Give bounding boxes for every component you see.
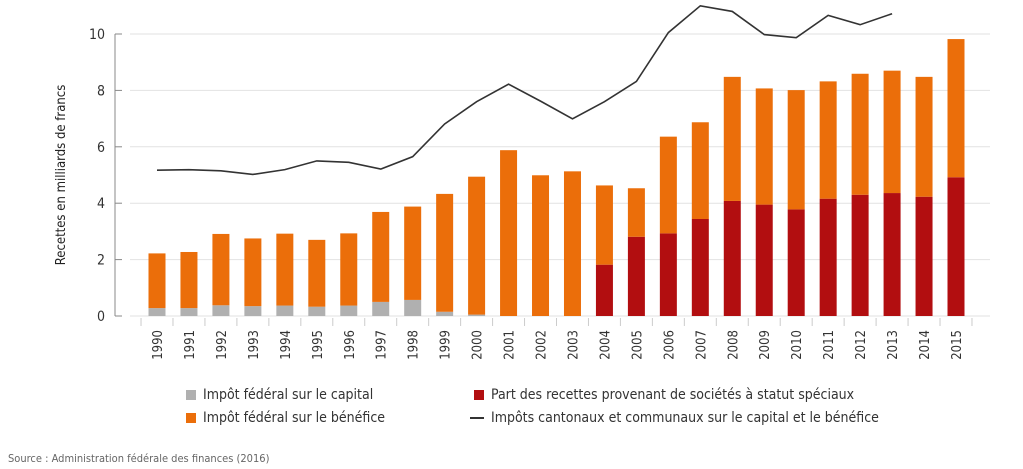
bar-segment <box>148 308 166 316</box>
x-tick-label: 2010 <box>790 330 805 360</box>
x-tick-label: 2003 <box>566 330 581 360</box>
bar-segment <box>180 308 198 316</box>
x-tick-label: 2006 <box>662 330 677 360</box>
x-tick-label: 1990 <box>151 330 166 360</box>
x-tick-label: 1997 <box>375 330 390 360</box>
bar-segment <box>404 299 422 316</box>
x-tick-label: 2004 <box>598 330 613 360</box>
x-tick-label: 1996 <box>343 330 358 360</box>
bar-segment <box>436 193 454 312</box>
legend-item-capital: Impôt fédéral sur le capital <box>186 387 373 403</box>
legend-label: Impôts cantonaux et communaux sur le cap… <box>491 410 879 426</box>
y-axis-label: Recettes en milliards de francs <box>54 85 69 266</box>
x-tick-label: 2011 <box>822 330 837 360</box>
bar-segment <box>500 150 518 316</box>
bar-segment <box>180 251 198 309</box>
y-tick-label: 0 <box>97 309 105 325</box>
bar-segment <box>532 175 550 316</box>
legend-label: Impôt fédéral sur le bénéfice <box>203 410 386 426</box>
legend-label: Part des recettes provenant de sociétés … <box>491 387 855 403</box>
x-tick-label: 2013 <box>886 330 901 360</box>
x-tick-label: 1995 <box>311 330 326 360</box>
bar-segment <box>563 171 581 316</box>
legend-item-special: Part des recettes provenant de sociétés … <box>474 387 854 403</box>
bar-segment <box>308 306 326 316</box>
x-tick-label: 2009 <box>758 330 773 360</box>
cantonal-line <box>156 4 893 176</box>
bar-segment <box>372 211 390 302</box>
bar-segment <box>723 200 741 316</box>
bar-segment <box>276 233 294 306</box>
x-tick-label: 2002 <box>535 330 550 360</box>
x-tick-label: 1994 <box>279 330 294 360</box>
y-tick-label: 6 <box>97 140 105 156</box>
bar-segment <box>308 239 326 307</box>
bar-segment <box>627 236 645 316</box>
bar-segment <box>691 122 709 219</box>
bar-segment <box>787 209 805 316</box>
x-tick-label: 2012 <box>854 330 869 360</box>
legend-label: Impôt fédéral sur le capital <box>203 387 374 403</box>
bar-segment <box>851 73 869 195</box>
bar-segment <box>787 90 805 210</box>
bar-segment <box>723 76 741 201</box>
bar-segment <box>244 306 262 316</box>
x-tick-label: 2015 <box>950 330 965 360</box>
legend-swatch-orange <box>186 413 196 423</box>
y-tick-label: 8 <box>97 83 105 99</box>
bar-segment <box>819 81 837 199</box>
bar-segment <box>755 88 773 205</box>
legend-item-benefice: Impôt fédéral sur le bénéfice <box>186 410 385 426</box>
x-tick-label: 2001 <box>503 330 518 360</box>
bar-segment <box>340 233 358 306</box>
bar-segment <box>915 76 933 197</box>
bar-segment <box>244 238 262 307</box>
bar-segment <box>595 185 613 265</box>
bar-segment <box>595 264 613 316</box>
source-note: Source : Administration fédérale des fin… <box>8 452 270 465</box>
bar-segment <box>468 314 486 316</box>
bar-segment <box>947 177 965 316</box>
bar-segment <box>819 198 837 316</box>
bar-segment <box>340 305 358 316</box>
bar-segment <box>212 305 230 316</box>
x-tick-label: 2008 <box>726 330 741 360</box>
x-tick-label: 1999 <box>439 330 454 360</box>
x-tick-label: 1992 <box>215 330 230 360</box>
x-tick-label: 1991 <box>183 330 198 360</box>
y-tick-label: 4 <box>97 196 105 212</box>
bar-segment <box>947 39 965 178</box>
bar-segment <box>436 311 454 316</box>
bar-segment <box>627 188 645 237</box>
legend-line <box>470 417 484 419</box>
bar-segment <box>148 253 166 309</box>
bar-segment <box>851 194 869 316</box>
x-tick-label: 2007 <box>694 330 709 360</box>
x-tick-label: 2014 <box>918 330 933 360</box>
legend-swatch-red <box>474 390 484 400</box>
bar-segment <box>659 136 677 234</box>
bar-segment <box>883 70 901 194</box>
y-tick-label: 10 <box>89 27 105 43</box>
legend-swatch-gray <box>186 390 196 400</box>
bar-segment <box>276 305 294 316</box>
x-tick-label: 2005 <box>630 330 645 360</box>
x-tick-label: 1993 <box>247 330 262 360</box>
bar-segment <box>691 218 709 316</box>
bar-segment <box>404 206 422 300</box>
bar-segment <box>883 193 901 316</box>
bar-segment <box>915 196 933 316</box>
y-tick-label: 2 <box>97 253 105 269</box>
legend-item-cantonal: Impôts cantonaux et communaux sur le cap… <box>470 410 879 426</box>
x-tick-label: 1998 <box>407 330 422 360</box>
bar-segment <box>212 233 230 306</box>
bar-segment <box>468 176 486 315</box>
x-tick-label: 2000 <box>471 330 486 360</box>
bar-segment <box>659 233 677 316</box>
bar-segment <box>755 204 773 316</box>
bar-segment <box>372 301 390 316</box>
